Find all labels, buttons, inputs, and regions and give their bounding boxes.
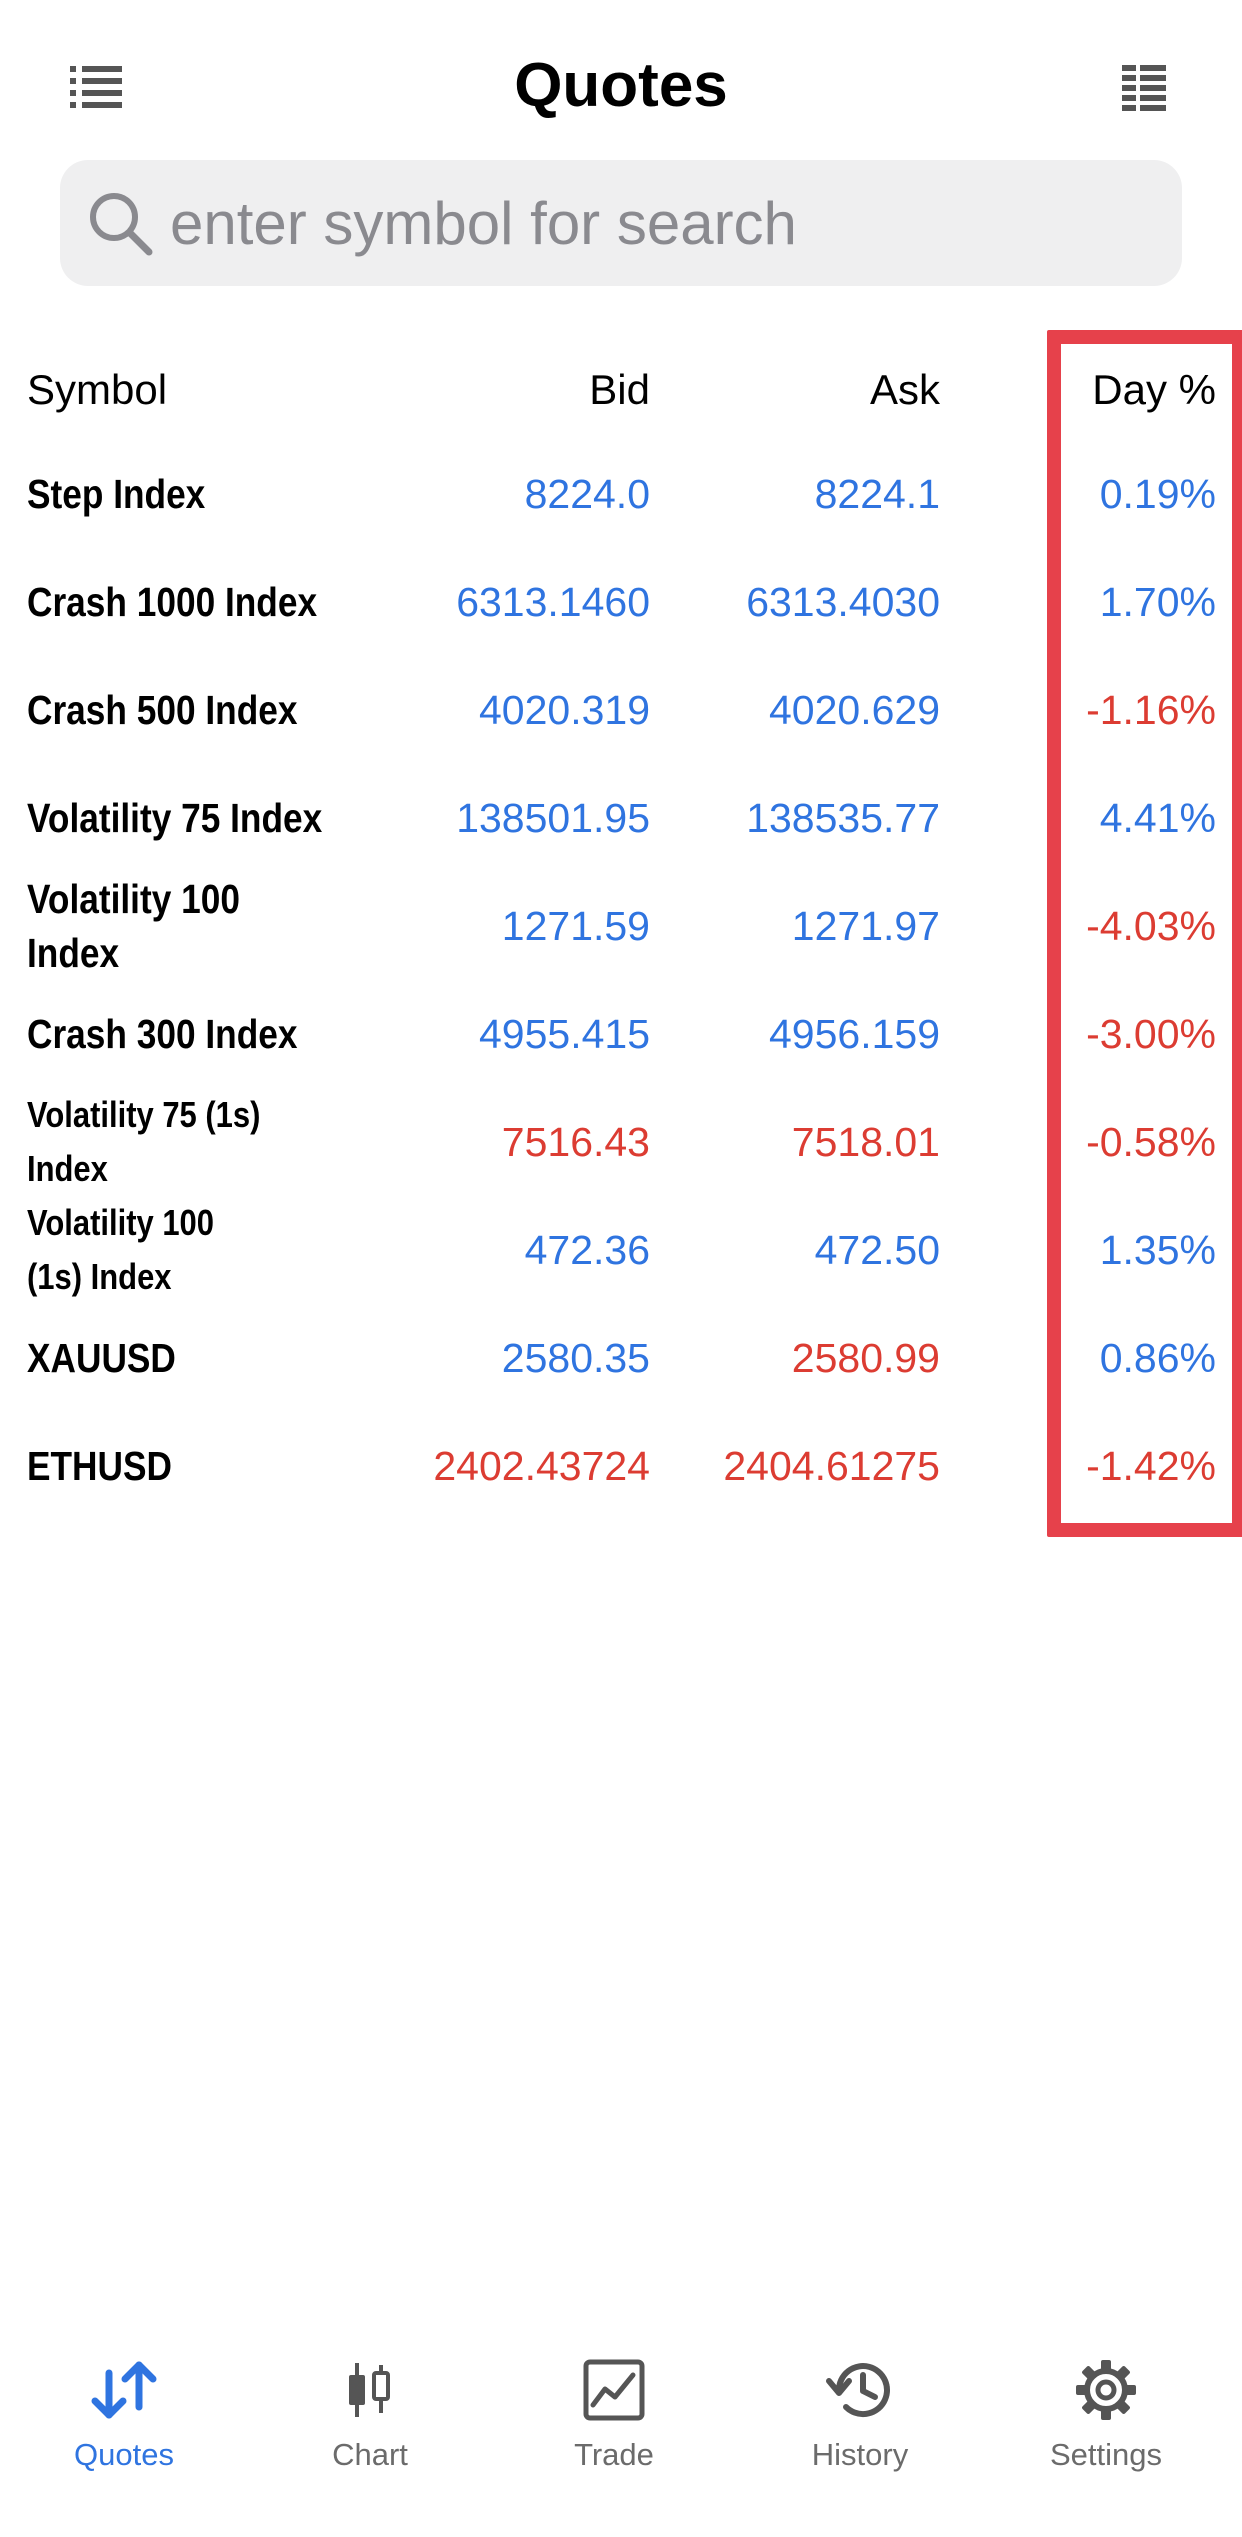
- quotes-arrows-icon: [24, 2350, 224, 2430]
- quote-bid: 2402.43724: [433, 1443, 650, 1489]
- tab-quotes-label: Quotes: [74, 2437, 174, 2472]
- quote-row[interactable]: Volatility 100 Index 1271.59 1271.97 -4.…: [0, 872, 1242, 980]
- quote-bid: 138501.95: [456, 795, 650, 841]
- quote-ask: 6313.4030: [746, 579, 940, 625]
- quote-symbol: ETHUSD: [27, 1443, 172, 1489]
- tab-quotes[interactable]: Quotes: [24, 2350, 224, 2500]
- quote-day-percent: 1.35%: [1099, 1227, 1216, 1273]
- quote-ask: 472.50: [814, 1227, 940, 1273]
- quote-row[interactable]: Volatility 75 (1s) Index 7516.43 7518.01…: [0, 1088, 1242, 1196]
- candlestick-icon: [270, 2350, 470, 2430]
- grid-list-icon[interactable]: [1112, 56, 1176, 120]
- column-header-bid[interactable]: Bid: [589, 366, 650, 413]
- quote-symbol: Volatility 100 (1s) Index: [27, 1202, 214, 1297]
- quote-day-percent: 0.86%: [1099, 1335, 1216, 1381]
- column-header-symbol[interactable]: Symbol: [27, 366, 168, 413]
- quote-bid: 4020.319: [478, 687, 650, 733]
- quote-ask: 4956.159: [768, 1011, 940, 1057]
- quote-symbol: Step Index: [27, 471, 206, 517]
- quotes-list: Step Index 8224.0 8224.1 0.19% Crash 100…: [0, 440, 1242, 1520]
- gear-icon: [1006, 2350, 1206, 2430]
- quote-bid: 7516.43: [501, 1119, 650, 1165]
- quote-day-percent: -0.58%: [1086, 1119, 1216, 1165]
- quote-day-percent: 1.70%: [1099, 579, 1216, 625]
- quote-row[interactable]: Crash 300 Index 4955.415 4956.159 -3.00%: [0, 980, 1242, 1088]
- quote-row[interactable]: Crash 1000 Index 6313.1460 6313.4030 1.7…: [0, 548, 1242, 656]
- tab-trade[interactable]: Trade: [514, 2350, 714, 2500]
- list-icon[interactable]: [64, 56, 128, 120]
- search-input[interactable]: [168, 187, 1112, 259]
- quote-ask: 7518.01: [791, 1119, 940, 1165]
- tab-bar: Quotes Chart Trade: [0, 2330, 1242, 2537]
- quote-symbol: Crash 1000 Index: [27, 579, 318, 625]
- quote-row[interactable]: Volatility 75 Index 138501.95 138535.77 …: [0, 764, 1242, 872]
- quote-symbol: Crash 300 Index: [27, 1011, 298, 1057]
- quote-ask: 1271.97: [791, 903, 940, 949]
- quote-row[interactable]: Volatility 100 (1s) Index 472.36 472.50 …: [0, 1196, 1242, 1304]
- tab-chart-label: Chart: [332, 2437, 408, 2472]
- quote-day-percent: -3.00%: [1086, 1011, 1216, 1057]
- quote-symbol: XAUUSD: [27, 1335, 176, 1381]
- tab-settings[interactable]: Settings: [1006, 2350, 1206, 2500]
- search-icon: [82, 185, 158, 261]
- tab-chart[interactable]: Chart: [270, 2350, 470, 2500]
- quote-bid: 472.36: [524, 1227, 650, 1273]
- quote-day-percent: 0.19%: [1099, 471, 1216, 517]
- quote-ask: 2580.99: [791, 1335, 940, 1381]
- quote-ask: 8224.1: [814, 471, 940, 517]
- quote-row[interactable]: Crash 500 Index 4020.319 4020.629 -1.16%: [0, 656, 1242, 764]
- quote-day-percent: -1.16%: [1086, 687, 1216, 733]
- quote-bid: 4955.415: [478, 1011, 650, 1057]
- quote-bid: 2580.35: [501, 1335, 650, 1381]
- search-bar[interactable]: [60, 160, 1182, 286]
- tab-history[interactable]: History: [760, 2350, 960, 2500]
- quote-symbol: Volatility 75 Index: [27, 795, 323, 841]
- quote-bid: 6313.1460: [456, 579, 650, 625]
- quote-bid: 8224.0: [524, 471, 650, 517]
- trade-chart-icon: [514, 2350, 714, 2430]
- column-header-ask[interactable]: Ask: [869, 366, 940, 413]
- history-icon: [760, 2350, 960, 2430]
- header-bar: Quotes: [0, 0, 1242, 160]
- quote-ask: 2404.61275: [723, 1443, 940, 1489]
- quote-day-percent: 4.41%: [1099, 795, 1216, 841]
- quote-symbol: Volatility 75 (1s) Index: [27, 1094, 261, 1189]
- quote-bid: 1271.59: [501, 903, 650, 949]
- quote-day-percent: -4.03%: [1086, 903, 1216, 949]
- quote-day-percent: -1.42%: [1086, 1443, 1216, 1489]
- quote-row[interactable]: ETHUSD 2402.43724 2404.61275 -1.42%: [0, 1412, 1242, 1520]
- tab-settings-label: Settings: [1049, 2437, 1162, 2472]
- tab-history-label: History: [811, 2437, 909, 2472]
- quote-row[interactable]: XAUUSD 2580.35 2580.99 0.86%: [0, 1304, 1242, 1412]
- quote-ask: 138535.77: [746, 795, 940, 841]
- quote-ask: 4020.629: [768, 687, 940, 733]
- tab-trade-label: Trade: [574, 2437, 654, 2472]
- quote-symbol: Crash 500 Index: [27, 687, 298, 733]
- quote-symbol: Volatility 100 Index: [27, 876, 240, 976]
- page-title: Quotes: [514, 51, 728, 120]
- column-header-day-percent[interactable]: Day %: [1092, 366, 1216, 413]
- quote-row[interactable]: Step Index 8224.0 8224.1 0.19%: [0, 440, 1242, 548]
